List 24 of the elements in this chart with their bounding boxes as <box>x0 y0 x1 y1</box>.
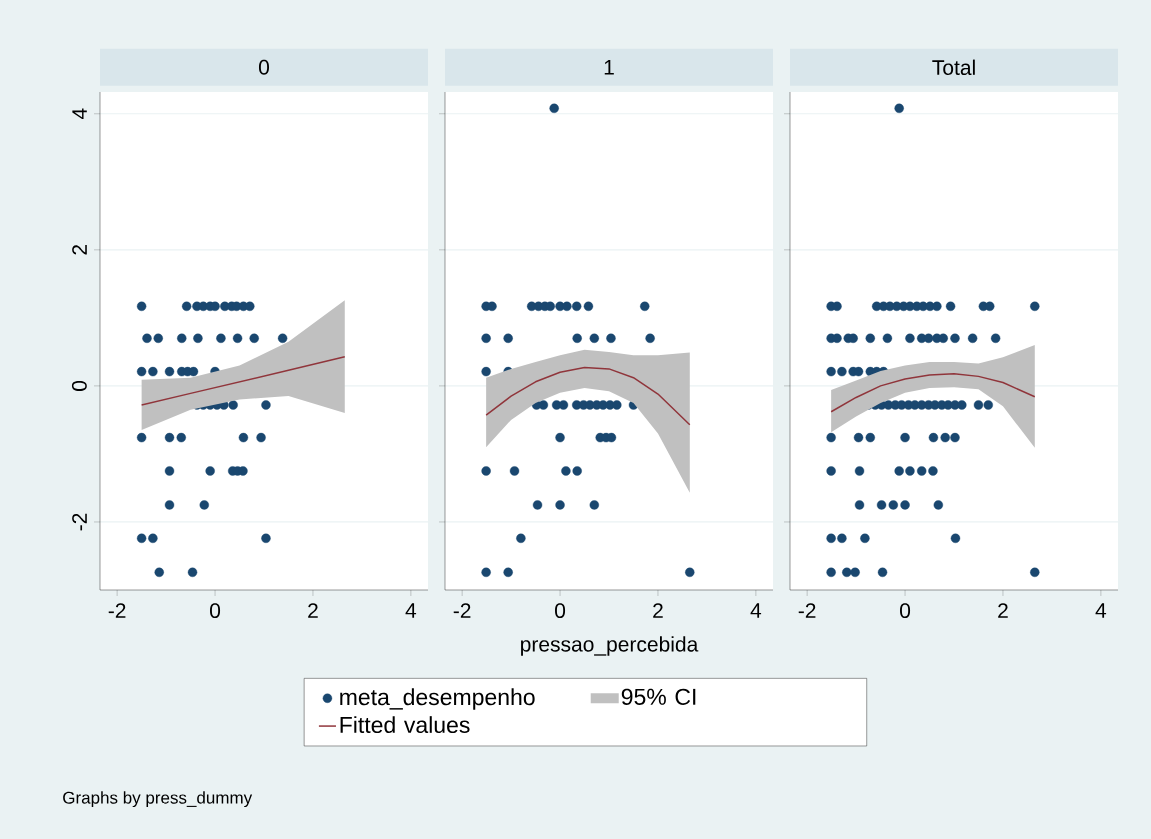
x-tick-label: 2 <box>998 603 1008 618</box>
x-tick-label: 4 <box>405 603 417 618</box>
x-tick-label: 4 <box>1095 603 1107 618</box>
chart-title: 0 <box>258 59 270 75</box>
legend-label: meta_desempenho <box>340 688 535 710</box>
chart-title: Total <box>932 59 975 75</box>
y-tick-label: 4 <box>72 108 87 120</box>
x-tick-label: -2 <box>108 603 126 618</box>
chart-title: 1 <box>604 60 614 75</box>
x-tick-label: 0 <box>900 603 911 619</box>
text: 95% CI <box>621 688 696 705</box>
x-tick-label: 2 <box>308 603 318 618</box>
x-axis-title: pressao_percebida <box>521 636 699 656</box>
y-tick-label: 0 <box>71 380 87 391</box>
y-tick-label: -2 <box>72 513 87 531</box>
text: Graphs by press_dummy <box>63 791 253 808</box>
legend-label: Fitted values <box>340 716 470 734</box>
x-tick-label: 0 <box>555 603 566 619</box>
x-tick-label: -2 <box>453 603 471 618</box>
x-tick-label: 0 <box>210 603 221 619</box>
x-tick-label: -2 <box>798 603 816 618</box>
x-tick-label: 4 <box>750 603 762 618</box>
y-tick-label: 2 <box>72 245 87 255</box>
x-tick-label: 2 <box>653 603 663 618</box>
